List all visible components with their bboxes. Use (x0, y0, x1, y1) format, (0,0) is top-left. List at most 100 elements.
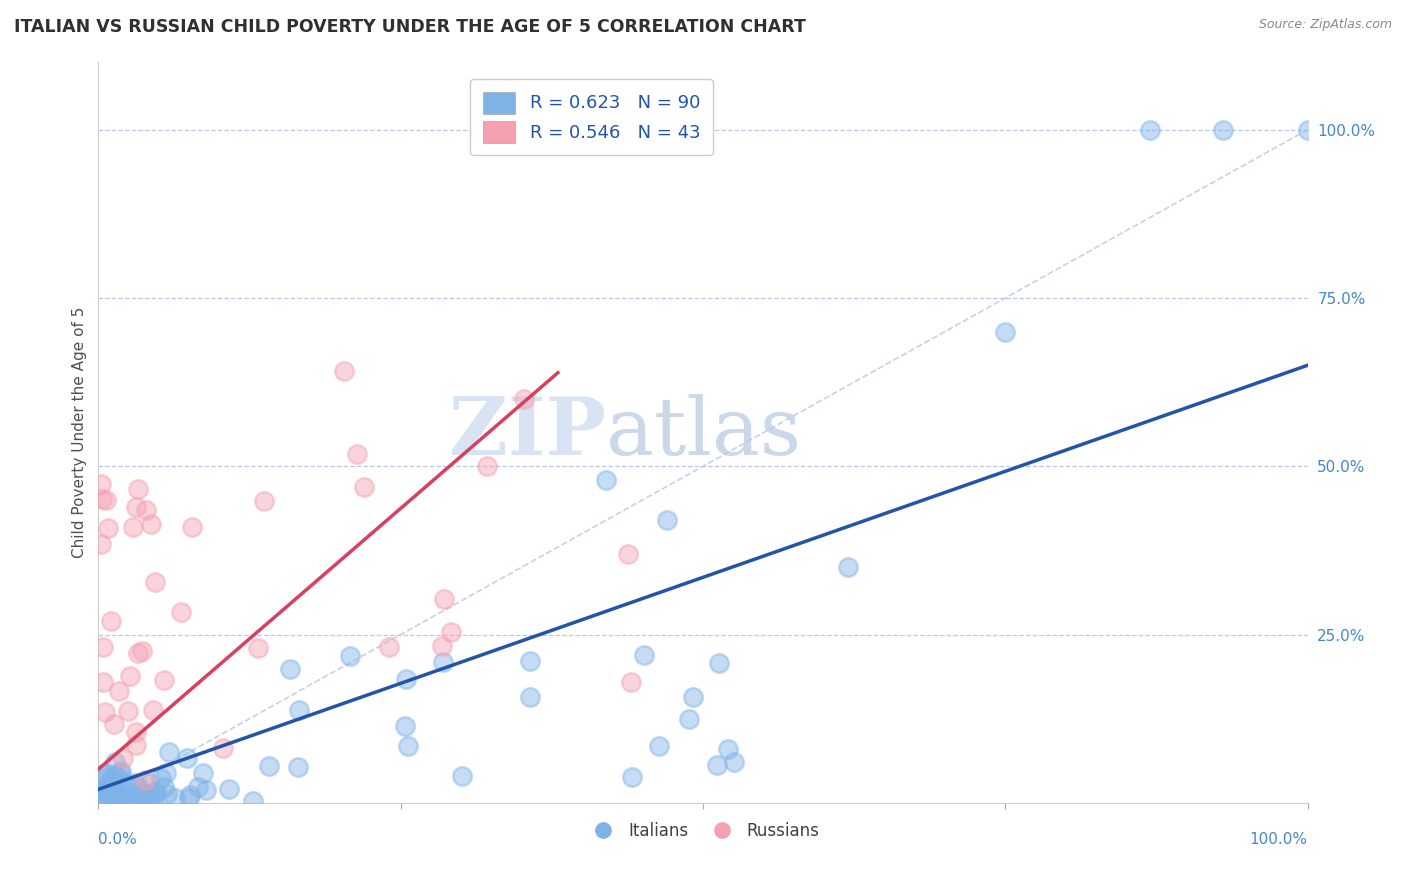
Point (104, 755, 127, 769)
Point (994, 325, 1017, 339)
Point (163, 791, 186, 805)
Point (194, 783, 217, 797)
Point (127, 646, 149, 660)
Point (90, 789, 112, 804)
Point (117, 704, 139, 718)
Point (620, 674, 643, 689)
Point (288, 703, 311, 717)
Point (139, 516, 162, 531)
Point (717, 742, 740, 756)
Point (96, 772, 118, 786)
Point (104, 768, 127, 782)
Point (707, 657, 730, 671)
Point (96, 779, 118, 793)
Point (94, 783, 117, 797)
Point (94, 766, 117, 780)
Point (723, 755, 745, 769)
Point (115, 792, 138, 806)
Point (432, 655, 454, 669)
Point (103, 792, 125, 806)
Point (143, 575, 166, 590)
Point (156, 787, 179, 801)
Point (96, 795, 118, 809)
Point (103, 716, 125, 731)
Point (430, 639, 453, 653)
Point (616, 547, 638, 561)
Point (218, 781, 240, 796)
Point (242, 794, 264, 808)
Point (647, 739, 669, 753)
Point (620, 771, 643, 785)
Point (837, 560, 859, 574)
Point (143, 786, 166, 800)
Point (97, 521, 120, 535)
Point (111, 751, 134, 765)
Point (211, 740, 233, 755)
Point (90, 536, 112, 550)
Point (157, 745, 180, 759)
Point (101, 789, 124, 804)
Point (353, 480, 375, 494)
Point (121, 520, 143, 534)
Point (125, 738, 148, 752)
Point (170, 605, 193, 619)
Point (519, 654, 541, 668)
Point (519, 690, 541, 705)
Point (127, 482, 149, 496)
Point (94, 768, 117, 782)
Point (1212, 122, 1234, 136)
Point (105, 772, 128, 787)
Point (134, 503, 156, 517)
Point (94, 493, 117, 508)
Point (155, 765, 177, 780)
Point (98, 774, 121, 789)
Point (595, 473, 617, 487)
Point (253, 494, 276, 508)
Point (153, 673, 176, 688)
Point (104, 783, 127, 797)
Point (124, 789, 146, 804)
Point (108, 684, 131, 698)
Point (100, 772, 122, 786)
Point (125, 724, 148, 739)
Point (451, 769, 474, 783)
Point (91, 783, 114, 797)
Point (187, 780, 209, 795)
Point (108, 772, 131, 787)
Point (475, 458, 498, 473)
Point (118, 792, 141, 806)
Point (97, 789, 120, 804)
Point (138, 776, 160, 790)
Point (136, 794, 159, 808)
Point (287, 759, 309, 773)
Point (124, 776, 146, 790)
Point (706, 758, 728, 772)
Point (117, 794, 139, 808)
Point (396, 739, 419, 753)
Point (1296, 122, 1319, 136)
Point (191, 766, 214, 780)
Point (90, 477, 112, 491)
Point (247, 640, 270, 655)
Point (395, 672, 418, 686)
Point (1139, 122, 1161, 136)
Point (105, 794, 128, 808)
Point (139, 795, 162, 809)
Point (142, 703, 165, 717)
Text: ITALIAN VS RUSSIAN CHILD POVERTY UNDER THE AGE OF 5 CORRELATION CHART: ITALIAN VS RUSSIAN CHILD POVERTY UNDER T… (14, 18, 806, 36)
Point (278, 662, 301, 676)
Point (179, 791, 201, 805)
Point (131, 787, 153, 801)
Point (513, 392, 536, 407)
Point (346, 446, 368, 460)
Point (152, 780, 174, 794)
Point (110, 764, 132, 778)
Point (377, 640, 399, 654)
Point (125, 786, 148, 800)
Point (108, 790, 131, 805)
Point (108, 766, 131, 780)
Y-axis label: Child Poverty Under the Age of 5: Child Poverty Under the Age of 5 (72, 307, 87, 558)
Point (143, 790, 166, 805)
Point (633, 648, 655, 662)
Point (125, 500, 148, 514)
